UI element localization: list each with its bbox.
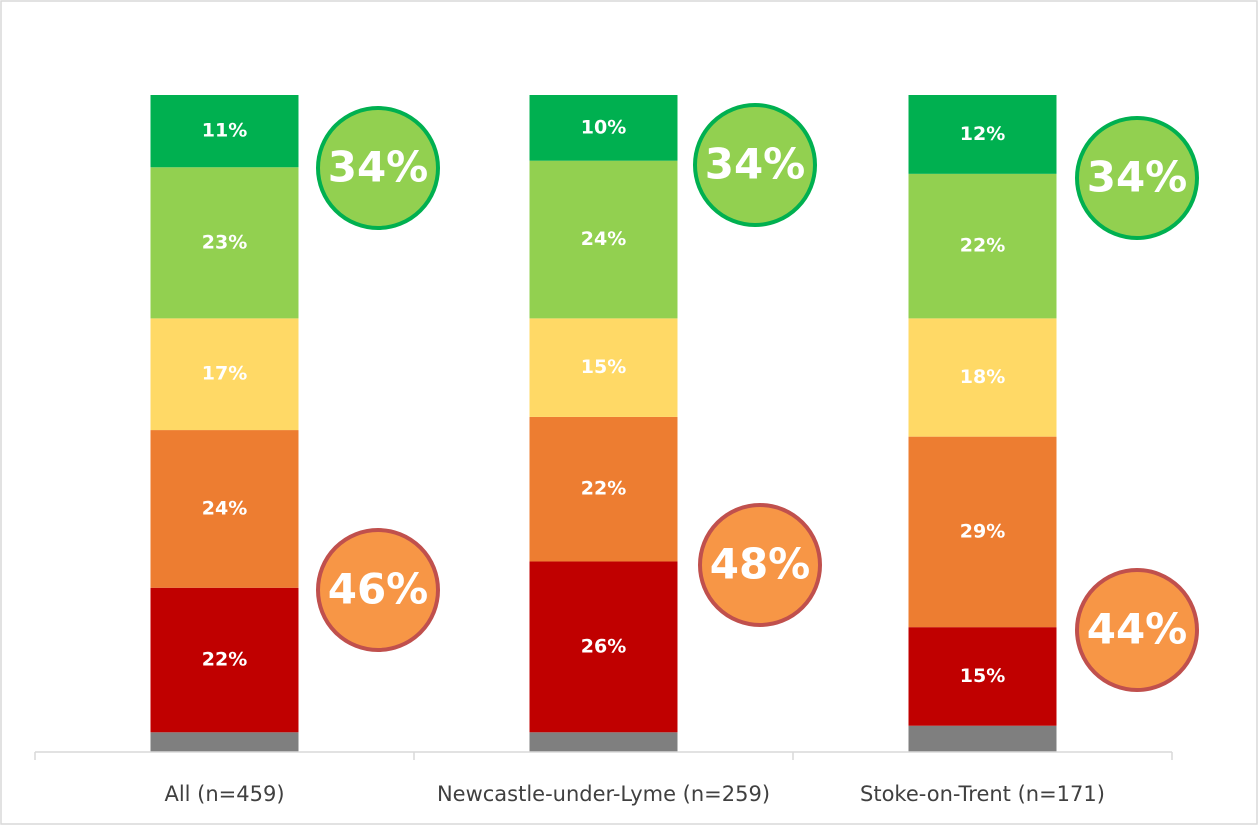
bar-segment bbox=[150, 167, 299, 319]
data-label: 26% bbox=[581, 635, 626, 657]
bar-segment bbox=[529, 416, 678, 562]
data-label: 22% bbox=[960, 235, 1005, 257]
bar-segment bbox=[908, 725, 1057, 752]
bar-segment bbox=[908, 436, 1057, 628]
data-label: 11% bbox=[202, 120, 247, 142]
bar-segment bbox=[529, 732, 678, 752]
bar-segment bbox=[150, 95, 299, 168]
bar-segment bbox=[529, 160, 678, 319]
total-label: 34% bbox=[1087, 153, 1188, 202]
total-circle bbox=[1075, 568, 1199, 692]
total-label: 44% bbox=[1087, 605, 1188, 654]
data-label: 15% bbox=[960, 665, 1005, 687]
bar-segment bbox=[150, 318, 299, 431]
data-label: 23% bbox=[202, 231, 247, 253]
bar-segment bbox=[150, 430, 299, 588]
data-label: 10% bbox=[581, 116, 626, 138]
total-label: 46% bbox=[328, 565, 429, 614]
total-circle bbox=[1075, 116, 1199, 240]
total-label: 34% bbox=[705, 140, 806, 189]
total-circle bbox=[693, 103, 817, 227]
bar-segment bbox=[150, 732, 299, 752]
data-label: 15% bbox=[581, 356, 626, 378]
data-label: 29% bbox=[960, 520, 1005, 542]
total-circle bbox=[316, 106, 440, 230]
bar-segment bbox=[529, 95, 678, 161]
bar-segment bbox=[908, 318, 1057, 437]
bar-segment bbox=[150, 587, 299, 733]
data-label: 24% bbox=[581, 228, 626, 250]
data-label: 17% bbox=[202, 363, 247, 385]
bar-segment bbox=[908, 173, 1057, 319]
bar-segment bbox=[529, 318, 678, 417]
data-label: 18% bbox=[960, 366, 1005, 388]
bar-segment bbox=[908, 95, 1057, 174]
data-label: 22% bbox=[202, 649, 247, 671]
total-label: 48% bbox=[710, 540, 811, 589]
data-label: 24% bbox=[202, 497, 247, 519]
total-circle bbox=[316, 528, 440, 652]
data-label: 22% bbox=[581, 478, 626, 500]
x-tick-label: Newcastle-under-Lyme (n=259) bbox=[437, 782, 770, 806]
x-tick-label: Stoke-on-Trent (n=171) bbox=[860, 782, 1105, 806]
bar-segment bbox=[529, 561, 678, 733]
bar-segment bbox=[908, 627, 1057, 726]
x-tick-label: All (n=459) bbox=[164, 782, 284, 806]
total-circle bbox=[698, 503, 822, 627]
data-label: 12% bbox=[960, 123, 1005, 145]
total-label: 34% bbox=[328, 143, 429, 192]
